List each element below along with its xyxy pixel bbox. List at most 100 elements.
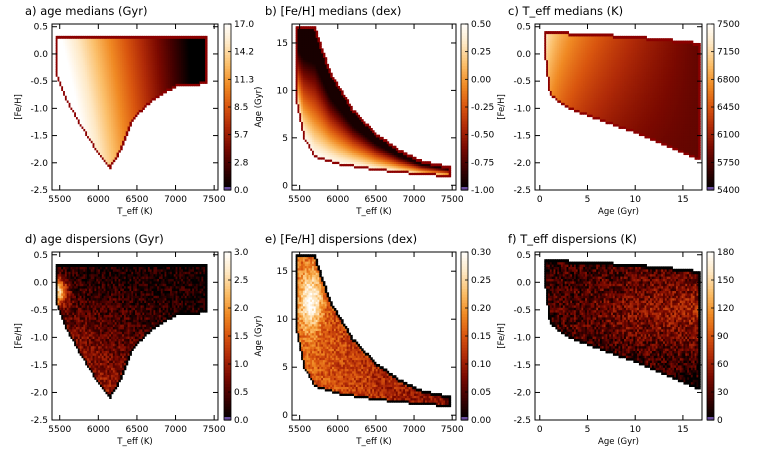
heatmap-cell <box>88 64 92 68</box>
heatmap-cell <box>94 123 97 127</box>
heatmap-cell <box>61 42 64 46</box>
heatmap-cell <box>92 133 96 137</box>
heatmap-cell <box>98 109 101 113</box>
heatmap-cell <box>99 135 103 139</box>
heatmap-cell <box>98 88 101 91</box>
heatmap-cell <box>83 107 86 110</box>
heatmap-cell <box>87 90 90 94</box>
heatmap-cell <box>105 152 108 156</box>
heatmap-cell <box>63 50 66 54</box>
heatmap-cell <box>98 73 101 77</box>
heatmap-cell <box>109 92 112 96</box>
heatmap-cell <box>105 133 108 137</box>
heatmap-cell <box>63 88 66 91</box>
heatmap-cell <box>87 50 90 54</box>
heatmap-cell <box>70 88 73 91</box>
heatmap-cell <box>87 125 90 129</box>
heatmap-cell <box>96 83 99 87</box>
heatmap-cell <box>70 42 73 46</box>
heatmap-cell <box>105 69 108 73</box>
panel-title-a: a) age medians (Gyr) <box>25 4 147 18</box>
heatmap-cell <box>96 114 99 118</box>
heatmap-cell <box>103 71 107 75</box>
heatmap-cell <box>81 111 84 115</box>
heatmap-cell <box>111 161 114 165</box>
heatmap-cell <box>107 118 110 122</box>
heatmap-cell <box>79 61 83 65</box>
heatmap-cell <box>105 130 108 134</box>
heatmap-cell <box>98 135 101 139</box>
heatmap-cell <box>77 38 81 42</box>
heatmap-cell <box>55 38 59 42</box>
heatmap-cell <box>74 109 77 113</box>
heatmap-cell <box>107 102 110 106</box>
heatmap-cell <box>94 114 97 118</box>
heatmap-cell <box>66 85 70 89</box>
heatmap-cell <box>96 121 99 125</box>
heatmap-cell <box>99 97 103 101</box>
heatmap-cell <box>107 73 110 77</box>
heatmap-cell <box>55 73 59 77</box>
heatmap-cell <box>75 40 79 44</box>
heatmap-cell <box>96 92 99 96</box>
heatmap-cell <box>79 78 83 82</box>
heatmap-cell <box>79 104 83 108</box>
heatmap-cell <box>96 133 99 137</box>
heatmap-cell <box>94 118 97 122</box>
heatmap-cell <box>107 88 110 91</box>
heatmap-cell <box>96 69 99 73</box>
heatmap-cell <box>94 73 97 77</box>
heatmap-c <box>544 31 701 160</box>
heatmap-cell <box>107 142 110 146</box>
heatmap-cell <box>96 88 99 91</box>
heatmap-cell <box>98 147 101 151</box>
heatmap-cell <box>96 59 99 63</box>
heatmap-cell <box>105 121 108 125</box>
heatmap-cell <box>98 111 101 115</box>
heatmap-cell <box>57 47 60 51</box>
heatmap-cell <box>105 149 108 153</box>
heatmap-cell <box>109 140 112 144</box>
heatmap-cell <box>92 73 96 77</box>
heatmap-cell <box>68 97 72 101</box>
heatmap-cell <box>68 73 72 77</box>
heatmap-cell <box>92 92 96 96</box>
heatmap-cell <box>79 47 83 51</box>
heatmap-cell <box>61 76 64 80</box>
heatmap-cell <box>94 83 97 87</box>
heatmap-cell <box>68 47 72 51</box>
heatmap-cell <box>70 54 73 58</box>
heatmap-cell <box>61 88 64 91</box>
heatmap-cell <box>92 57 96 61</box>
heatmap-cell <box>88 42 92 46</box>
heatmap-cell <box>98 57 101 61</box>
heatmap-cell <box>74 61 77 65</box>
heatmap-cell <box>85 88 88 91</box>
heatmap-cell <box>90 83 94 87</box>
heatmap-cell <box>83 102 86 106</box>
panel-a: 5500 6000 6500 7000 7500-2.5-2.0-1.5-1.0-0.5… <box>14 4 254 217</box>
heatmap-cell <box>107 144 110 148</box>
heatmap-cell <box>75 116 79 120</box>
heatmap-cell <box>103 78 107 82</box>
heatmap-cell <box>98 133 101 137</box>
heatmap-cell <box>74 97 77 101</box>
heatmap-cell <box>103 118 107 122</box>
heatmap-cell <box>92 109 96 113</box>
heatmap-cell <box>103 156 107 160</box>
heatmap-cell <box>83 61 86 65</box>
heatmap-cell <box>96 104 99 108</box>
heatmap-cell <box>109 111 112 115</box>
heatmap-cell <box>64 90 68 94</box>
heatmap-cell <box>105 40 108 44</box>
heatmap-cell <box>57 38 60 42</box>
heatmap-cell <box>85 54 88 58</box>
heatmap-cell <box>61 83 64 87</box>
heatmap-cell <box>79 88 83 91</box>
heatmap-cell <box>72 99 75 103</box>
heatmap-cell <box>81 80 84 84</box>
heatmap-cell <box>70 64 73 68</box>
heatmap-cell <box>98 85 101 89</box>
heatmap-cell <box>90 137 94 141</box>
heatmap-cell <box>74 38 77 42</box>
